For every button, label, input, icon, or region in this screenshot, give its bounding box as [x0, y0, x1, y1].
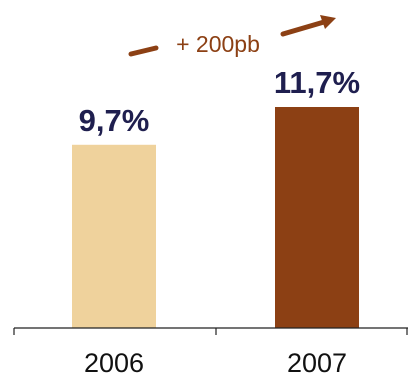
category-label-2007: 2007	[287, 348, 347, 378]
arrowhead-icon	[320, 15, 336, 29]
category-labels-group: 2006 2007	[84, 348, 347, 378]
change-annotation: + 200pb	[128, 15, 336, 57]
category-label-2006: 2006	[84, 348, 144, 378]
annotation-text: + 200pb	[176, 31, 260, 57]
bars-group	[72, 107, 359, 328]
arrow-right-segment	[280, 19, 327, 37]
value-labels-group: 9,7% 11,7%	[79, 65, 360, 138]
arrow-left-segment	[128, 45, 159, 57]
bar-2006	[72, 144, 156, 328]
value-label-2007: 11,7%	[274, 65, 360, 100]
value-label-2006: 9,7%	[79, 103, 150, 138]
bar-2007	[275, 107, 359, 328]
